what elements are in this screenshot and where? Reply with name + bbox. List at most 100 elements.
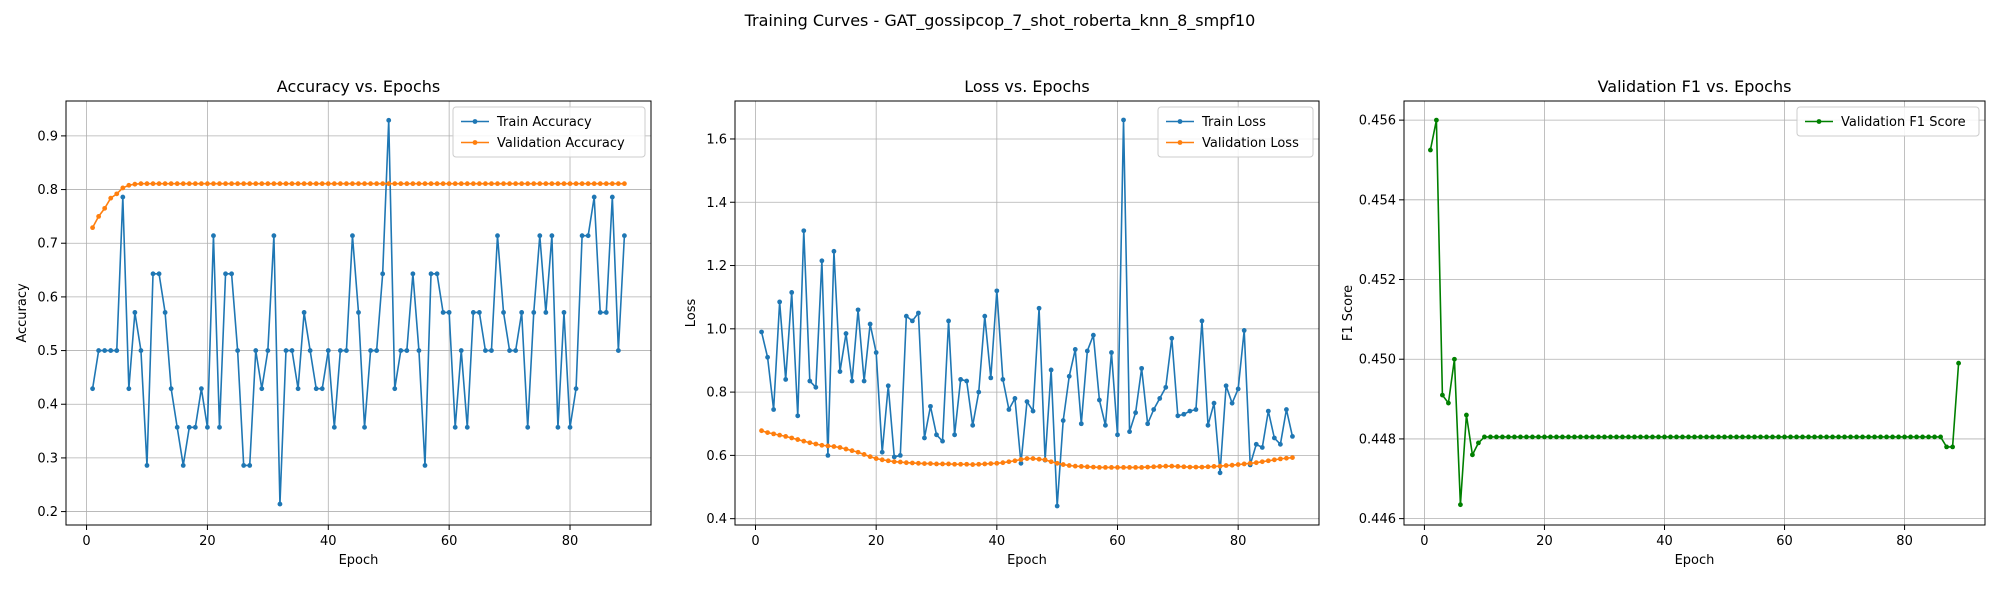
data-point — [1644, 434, 1649, 440]
y-tick-label: 0.7 — [37, 237, 58, 252]
data-point — [543, 181, 549, 187]
data-point — [1265, 408, 1271, 414]
data-point — [295, 386, 301, 392]
data-point — [813, 441, 819, 447]
data-point — [217, 181, 222, 187]
data-point — [283, 348, 289, 353]
data-point — [1548, 434, 1553, 440]
data-point — [198, 386, 204, 392]
data-point — [1710, 434, 1715, 440]
data-point — [561, 310, 567, 315]
axes-frame — [734, 100, 1320, 526]
data-point — [174, 424, 180, 430]
data-point — [1932, 434, 1937, 440]
y-tick-label: 0.4 — [706, 512, 727, 527]
data-point — [801, 438, 807, 444]
data-point — [1157, 396, 1163, 401]
data-point — [150, 271, 156, 277]
data-point — [1181, 464, 1187, 470]
data-point — [1163, 384, 1169, 390]
data-point — [970, 462, 976, 467]
data-point — [398, 181, 404, 187]
y-tick-label: 1.6 — [706, 132, 727, 147]
data-point — [1205, 464, 1211, 470]
data-point — [1115, 432, 1120, 438]
data-point — [1133, 410, 1138, 416]
data-point — [374, 348, 380, 353]
data-point — [813, 384, 819, 390]
data-point — [789, 435, 795, 441]
data-point — [609, 194, 615, 200]
data-point — [1006, 407, 1012, 412]
y-tick-label: 0.8 — [706, 386, 727, 401]
data-point — [150, 181, 156, 187]
data-point — [1109, 350, 1114, 355]
data-point — [114, 348, 120, 353]
data-point — [909, 318, 915, 324]
data-point — [988, 375, 994, 381]
data-point — [885, 383, 891, 389]
y-tick-label: 0.6 — [706, 449, 727, 464]
data-point — [1938, 434, 1943, 440]
data-point — [344, 181, 349, 187]
data-point — [1866, 434, 1871, 440]
data-point — [1698, 434, 1703, 440]
data-point — [831, 444, 837, 449]
data-point — [1175, 464, 1181, 469]
data-point — [1042, 457, 1048, 463]
x-tick-label: 20 — [1536, 534, 1553, 549]
data-point — [1440, 392, 1445, 398]
data-point — [825, 452, 831, 458]
data-point — [855, 307, 861, 313]
data-point — [765, 430, 770, 436]
data-point — [1018, 460, 1024, 466]
data-point — [1476, 440, 1481, 446]
data-point — [970, 422, 976, 428]
data-point — [350, 233, 355, 239]
data-point — [1686, 434, 1691, 440]
data-point — [940, 461, 945, 467]
data-point — [1054, 503, 1060, 509]
data-point — [1084, 348, 1090, 354]
data-point — [235, 348, 241, 353]
data-point — [603, 310, 609, 315]
chart-panel-1: 0 20 40 60 80 0.2 0.3 0.4 0.5 0.6 0.7 0.8 0.9 Accurac… — [15, 77, 652, 568]
data-point — [416, 348, 422, 353]
data-point — [1554, 434, 1559, 440]
data-point — [1054, 460, 1060, 466]
data-point — [1446, 400, 1451, 406]
y-axis-label: Accuracy — [15, 283, 30, 343]
data-point — [591, 181, 597, 187]
data-point — [271, 181, 277, 187]
data-point — [579, 181, 585, 187]
data-point — [1692, 434, 1697, 440]
data-point — [1127, 465, 1132, 470]
data-point — [897, 459, 903, 465]
x-tick-label: 60 — [1109, 534, 1126, 549]
data-point — [1884, 434, 1889, 440]
data-point — [928, 461, 933, 467]
data-point — [307, 181, 313, 187]
data-point — [982, 313, 988, 319]
y-tick-label: 1.4 — [706, 196, 727, 211]
data-point — [1036, 305, 1042, 311]
data-point — [108, 195, 114, 201]
data-point — [759, 428, 764, 434]
chart-panel-2: 0 20 40 60 80 0.4 0.6 0.8 1.0 1.2 1.4 1.6 Loss vs. E… — [684, 77, 1320, 568]
data-point — [952, 432, 957, 438]
data-point — [1704, 434, 1709, 440]
data-point — [1145, 421, 1151, 427]
data-point — [622, 233, 627, 239]
data-point — [186, 424, 192, 430]
data-point — [561, 181, 567, 187]
data-point — [585, 233, 591, 239]
x-tick-label: 80 — [1896, 534, 1913, 549]
data-point — [186, 181, 192, 187]
data-point — [1187, 464, 1193, 470]
data-point — [1109, 465, 1114, 470]
x-tick-label: 20 — [199, 534, 216, 549]
y-tick-label: 0.8 — [37, 183, 58, 198]
legend-box — [452, 106, 646, 158]
data-point — [205, 424, 210, 430]
data-point — [1060, 462, 1066, 467]
